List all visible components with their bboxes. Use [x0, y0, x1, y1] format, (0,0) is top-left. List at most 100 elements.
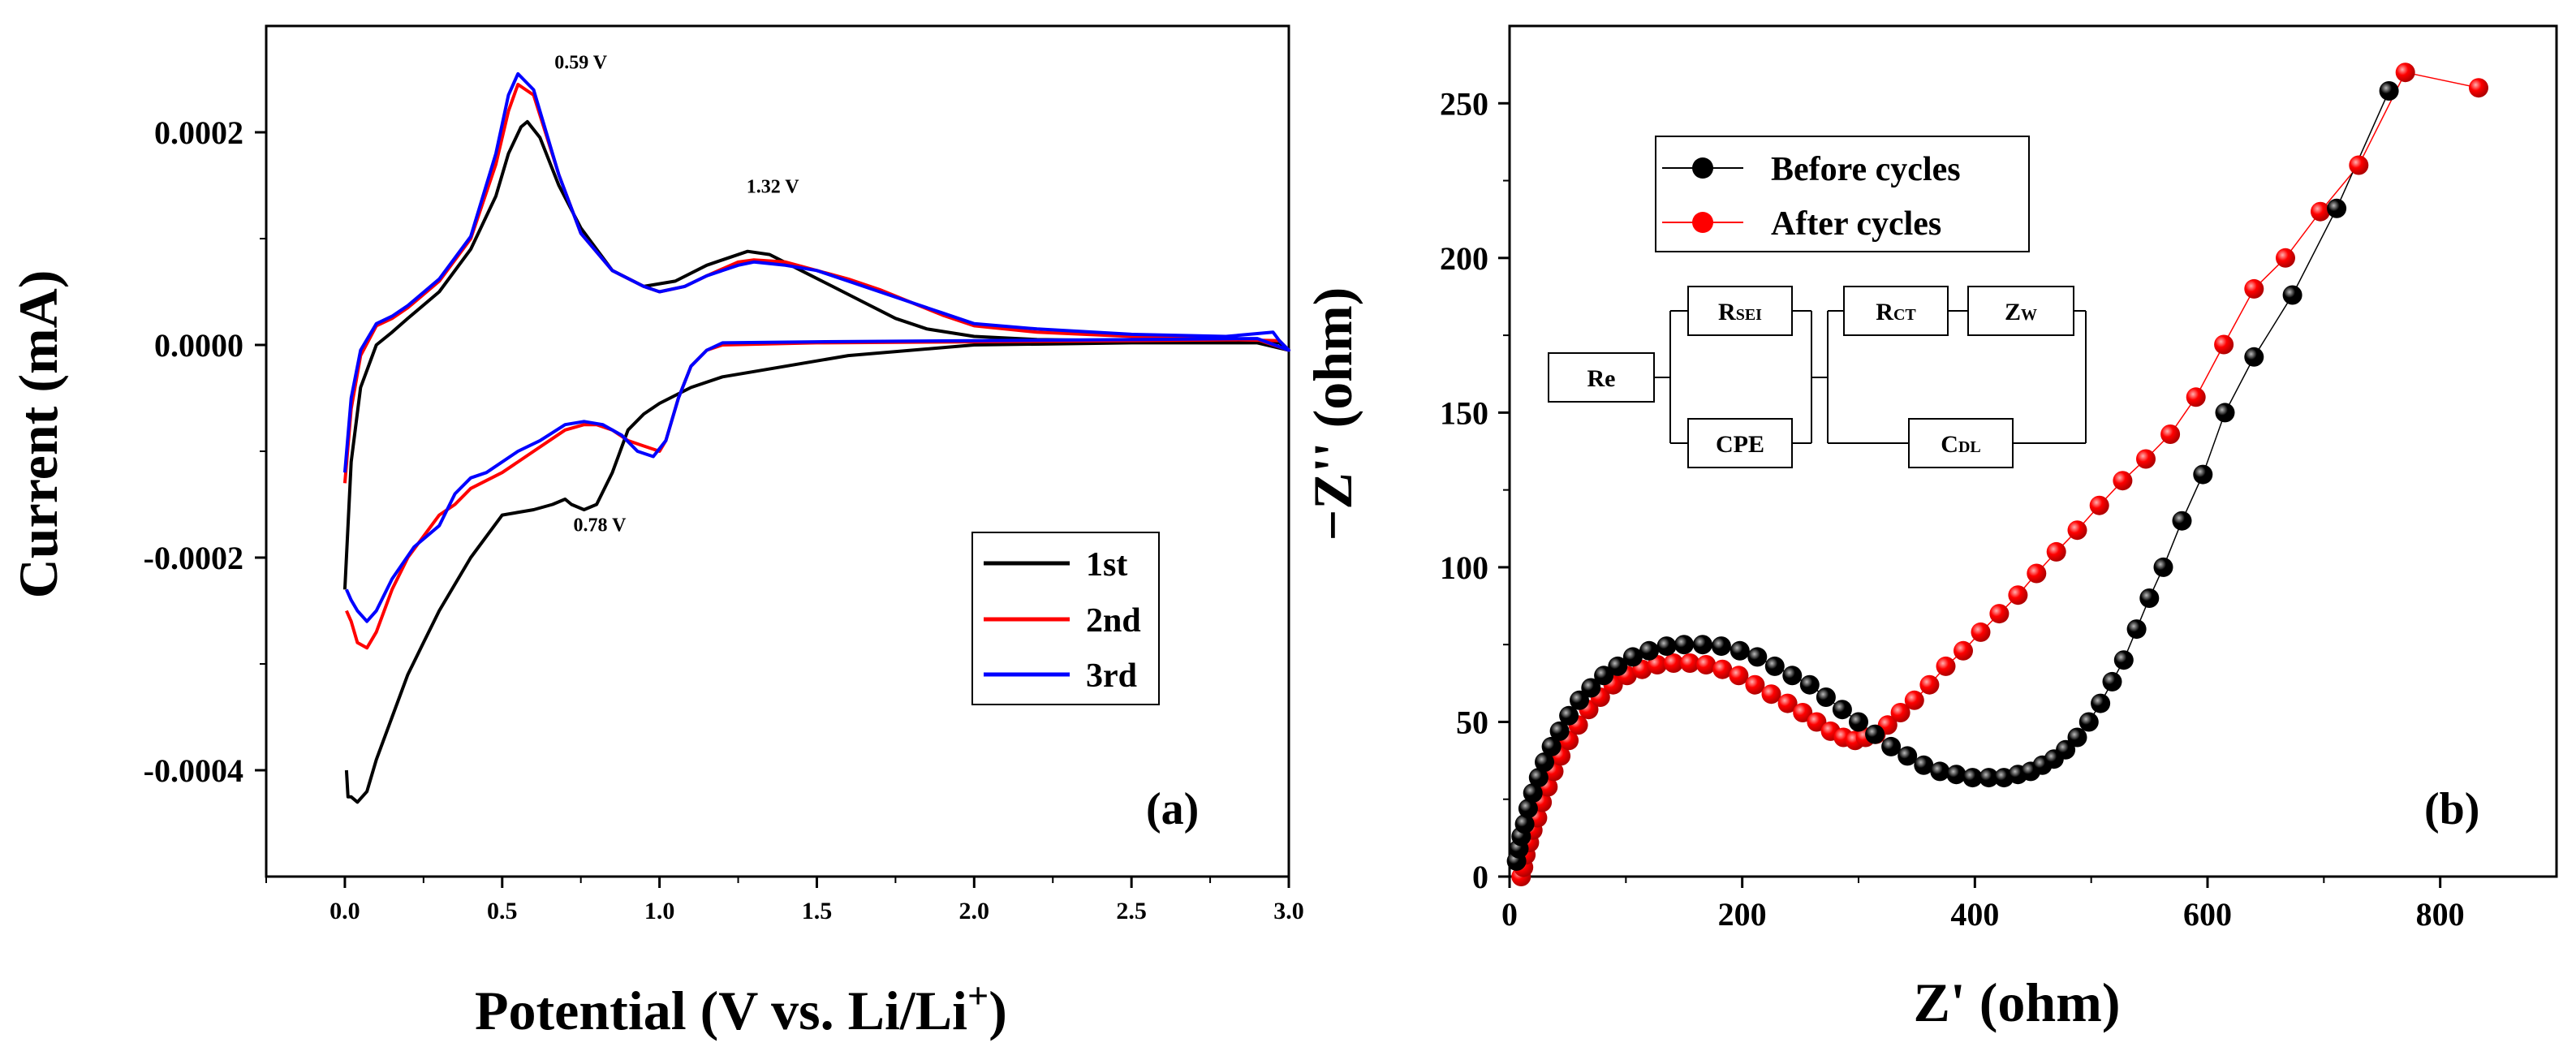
eis-point-after — [2089, 495, 2109, 515]
eis-point-before — [2078, 712, 2099, 732]
eis-point-after — [2067, 520, 2087, 541]
eis-point-before — [1581, 678, 1601, 698]
eis-point-before — [2282, 285, 2302, 305]
eis-x-tick-label: 0 — [1501, 896, 1518, 933]
eis-point-after — [2469, 78, 2488, 98]
eis-point-after — [2046, 541, 2066, 562]
eis-point-before — [1730, 640, 1750, 661]
cv-y-tick-label: -0.0002 — [144, 540, 243, 576]
cv-peak-annotation: 0.59 V — [554, 52, 608, 73]
eis-y-tick-label: 250 — [1440, 85, 1488, 122]
eis-point-after — [1971, 622, 1991, 642]
eis-point-before — [1946, 765, 1966, 785]
cv-y-tick-label: -0.0004 — [144, 752, 243, 789]
eis-point-before — [1518, 799, 1538, 819]
eis-legend-label-after: After cycles — [1771, 205, 1941, 243]
circuit-cdl-main: C — [1941, 431, 1958, 458]
eis-series — [1506, 62, 2488, 886]
eis-y-axis-title: −Z'' (ohm) — [1302, 287, 1363, 541]
cv-x-tick-label: 0.5 — [487, 898, 518, 924]
eis-point-after — [1729, 666, 1749, 686]
eis-plot-frame — [1508, 24, 2558, 878]
cv-y-tick-label: 0.0000 — [154, 327, 243, 364]
eis-point-before — [1764, 656, 1785, 676]
cv-x-tick-label: 2.0 — [959, 898, 990, 924]
eis-point-before — [2091, 693, 2111, 713]
eis-point-after — [2160, 424, 2181, 444]
circuit-rct-sub: CT — [1893, 306, 1916, 324]
eis-panel-label: (b) — [2424, 784, 2479, 834]
eis-point-before — [1559, 705, 1579, 726]
eis-point-before — [2102, 671, 2122, 692]
eis-point-after — [1745, 674, 1765, 695]
eis-y-tick-label: 200 — [1440, 240, 1488, 277]
eis-point-before — [2244, 347, 2264, 367]
eis-point-after — [1989, 604, 2010, 624]
eis-point-before — [2215, 403, 2235, 423]
eis-point-before — [1747, 647, 1768, 667]
eis-point-after — [2276, 248, 2295, 268]
circuit-rsei-label: RSEI — [1718, 299, 1762, 325]
eis-legend-marker-before — [1692, 157, 1713, 179]
eis-point-before — [1674, 635, 1694, 655]
cv-x-tick-label: 2.5 — [1116, 898, 1147, 924]
eis-point-after — [2214, 334, 2234, 355]
eis-point-after — [1954, 640, 1973, 661]
eis-y-tick-label: 100 — [1440, 549, 1488, 586]
eis-point-before — [1514, 814, 1535, 834]
cv-legend: 1st 2nd 3rd — [971, 532, 1160, 705]
eis-point-before — [2153, 557, 2173, 577]
cv-annotations: 0.59 V 1.32 V 0.78 V — [554, 52, 799, 536]
eis-point-before — [1898, 746, 1918, 766]
cv-chart-panel: 0.0 0.5 1.0 1.5 2.0 2.5 3.0 0.0002 0.0000 -0.000… — [7, 24, 1304, 1041]
circuit-cdl-sub: DL — [1958, 438, 1981, 456]
eis-point-before — [1549, 721, 1570, 741]
eis-point-after — [2027, 563, 2047, 584]
eis-point-before — [2113, 650, 2134, 670]
cv-legend-label-1st: 1st — [1086, 546, 1127, 584]
circuit-zw-main: Z — [2005, 299, 2021, 325]
cv-legend-label-2nd: 2nd — [1086, 602, 1141, 640]
circuit-zw-label: ZW — [2005, 299, 2037, 325]
circuit-rsei-main: R — [1718, 299, 1736, 325]
eis-point-after — [1761, 684, 1781, 705]
eis-point-before — [2193, 464, 2213, 485]
circuit-zw-sub: W — [2021, 306, 2037, 324]
eis-point-after — [2008, 585, 2028, 605]
eis-point-before — [1711, 636, 1731, 657]
cv-series — [342, 71, 1290, 804]
circuit-rsei-box — [1687, 286, 1793, 336]
eis-point-before — [1622, 647, 1643, 667]
cv-x-tick-label: 1.5 — [802, 898, 833, 924]
eis-chart-panel: 0 200 400 600 800 0 50 100 150 200 250 −Z'' (ohm)… — [1302, 24, 2558, 1033]
eis-point-after — [2311, 201, 2330, 222]
circuit-re-label: Re — [1587, 365, 1616, 392]
eis-point-before — [1570, 690, 1589, 710]
cv-x-axis-title-close: ) — [989, 980, 1007, 1041]
equivalent-circuit — [1548, 286, 2087, 468]
eis-y-tick-label: 0 — [1472, 859, 1488, 895]
eis-point-after — [1936, 656, 1956, 676]
eis-legend-label-before: Before cycles — [1771, 151, 1961, 188]
eis-point-after — [1696, 655, 1717, 674]
circuit-cdl-label: CDL — [1941, 431, 1980, 458]
eis-point-after — [2136, 449, 2156, 469]
cv-x-ticks: 0.0 0.5 1.0 1.5 2.0 2.5 3.0 — [265, 877, 1304, 924]
eis-y-ticks: 0 50 100 150 200 250 — [1440, 85, 1510, 895]
cv-series-line-1st — [342, 119, 1290, 804]
eis-point-before — [2139, 588, 2160, 608]
eis-point-after — [2244, 278, 2264, 299]
circuit-rct-main: R — [1876, 299, 1893, 325]
eis-point-before — [1528, 768, 1549, 788]
cv-x-tick-label: 0.0 — [330, 898, 360, 924]
eis-point-before — [2327, 198, 2347, 218]
circuit-rct-box — [1843, 286, 1949, 336]
eis-x-axis-title: Z' (ohm) — [1914, 972, 2121, 1033]
eis-x-tick-label: 800 — [2416, 896, 2465, 933]
eis-point-after — [2349, 155, 2369, 175]
eis-point-before — [1881, 736, 1902, 756]
circuit-rct-label: RCT — [1876, 299, 1916, 325]
eis-point-before — [1799, 674, 1820, 695]
eis-point-before — [1930, 761, 1950, 782]
